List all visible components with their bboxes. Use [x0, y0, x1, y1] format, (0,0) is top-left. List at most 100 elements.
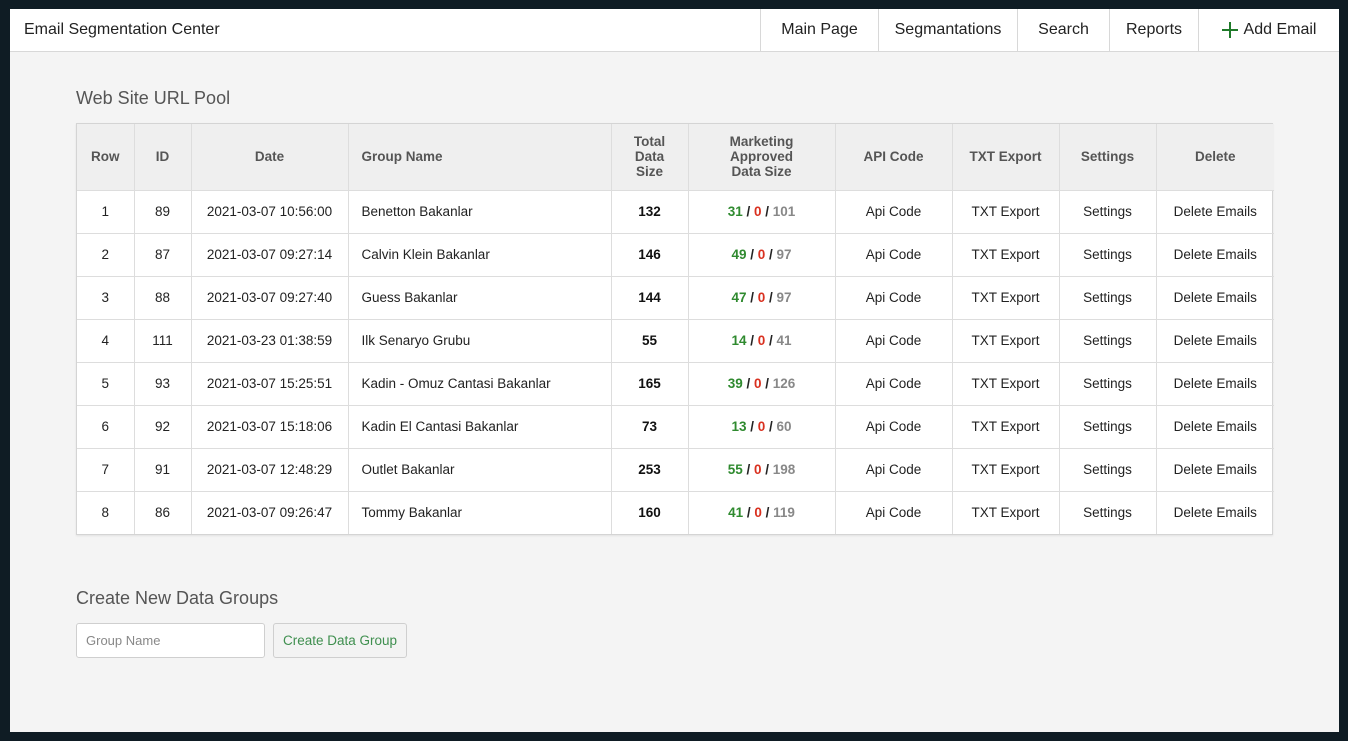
api-code-link[interactable]: Api Code	[834, 447, 953, 492]
txt-export-link[interactable]: TXT Export	[951, 447, 1060, 492]
settings-link[interactable]: Settings	[1058, 189, 1157, 234]
create-groups-title: Create New Data Groups	[76, 588, 279, 608]
txt-export-link[interactable]: TXT Export	[951, 275, 1060, 320]
create-data-group-button[interactable]: Create Data Group	[273, 623, 407, 658]
nav-reports[interactable]: Reports	[1109, 9, 1198, 51]
table-row: 6 92 2021-03-07 15:18:06 Kadin El Cantas…	[77, 404, 1274, 449]
col-header-id: ID	[133, 124, 192, 191]
cell-id: 91	[133, 447, 192, 492]
rejected-count: 0	[753, 462, 762, 477]
settings-link[interactable]: Settings	[1058, 490, 1157, 534]
cell-row: 7	[77, 447, 135, 492]
settings-link[interactable]: Settings	[1058, 447, 1157, 492]
url-pool-title: Web Site URL Pool	[76, 88, 231, 108]
settings-link[interactable]: Settings	[1058, 361, 1157, 406]
api-code-link[interactable]: Api Code	[834, 232, 953, 277]
rejected-count: 0	[754, 505, 762, 521]
approved-count: 31	[727, 204, 743, 219]
pending-count: 119	[773, 505, 795, 521]
cell-total-size: 144	[610, 275, 689, 320]
table-row: 4 111 2021-03-23 01:38:59 Ilk Senaryo Gr…	[77, 318, 1274, 363]
cell-total-size: 73	[610, 404, 689, 449]
cell-date: 2021-03-07 15:18:06	[190, 404, 349, 449]
col-header-delete: Delete	[1155, 124, 1274, 191]
cell-row: 8	[77, 490, 135, 534]
rejected-count: 0	[753, 376, 762, 391]
delete-emails-link[interactable]: Delete Emails	[1155, 318, 1274, 363]
delete-emails-link[interactable]: Delete Emails	[1155, 490, 1274, 534]
nav-search[interactable]: Search	[1017, 9, 1109, 51]
api-code-link[interactable]: Api Code	[834, 404, 953, 449]
cell-id: 89	[133, 189, 192, 234]
cell-total-size: 165	[610, 361, 689, 406]
delete-emails-link[interactable]: Delete Emails	[1155, 275, 1274, 320]
pending-count: 60	[776, 419, 792, 434]
nav-add-email[interactable]: Add Email	[1198, 9, 1339, 51]
delete-emails-link[interactable]: Delete Emails	[1155, 232, 1274, 277]
cell-date: 2021-03-23 01:38:59	[190, 318, 349, 363]
nav-segmentations[interactable]: Segmantations	[878, 9, 1017, 51]
table-row: 2 87 2021-03-07 09:27:14 Calvin Klein Ba…	[77, 232, 1274, 277]
pending-count: 101	[772, 204, 796, 219]
cell-row: 4	[77, 318, 135, 363]
col-header-date: Date	[190, 124, 349, 191]
delete-emails-link[interactable]: Delete Emails	[1155, 404, 1274, 449]
api-code-link[interactable]: Api Code	[834, 490, 953, 534]
api-code-link[interactable]: Api Code	[834, 189, 953, 234]
api-code-link[interactable]: Api Code	[834, 318, 953, 363]
rejected-count: 0	[753, 204, 762, 219]
rejected-count: 0	[757, 290, 766, 305]
cell-marketing-size: 39 / 0 / 126	[687, 361, 836, 406]
brand-title: Email Segmentation Center	[24, 21, 220, 38]
nav-main-page[interactable]: Main Page	[760, 9, 878, 51]
cell-date: 2021-03-07 09:26:47	[190, 490, 349, 534]
col-header-total-data-size: Total Data Size	[610, 124, 689, 191]
approved-count: 55	[727, 462, 743, 477]
txt-export-link[interactable]: TXT Export	[951, 318, 1060, 363]
api-code-link[interactable]: Api Code	[834, 275, 953, 320]
cell-marketing-size: 14 / 0 / 41	[687, 318, 836, 363]
pending-count: 97	[776, 290, 792, 305]
approved-count: 13	[731, 419, 747, 434]
table-header-row: Row ID Date Group Name Total Data Size M…	[77, 124, 1274, 191]
cell-row: 5	[77, 361, 135, 406]
approved-count: 47	[731, 290, 747, 305]
group-name-input[interactable]	[76, 623, 265, 658]
settings-link[interactable]: Settings	[1058, 232, 1157, 277]
pending-count: 126	[772, 376, 796, 391]
txt-export-link[interactable]: TXT Export	[951, 361, 1060, 406]
cell-group-name: Tommy Bakanlar	[347, 490, 612, 534]
cell-row: 1	[77, 189, 135, 234]
delete-emails-link[interactable]: Delete Emails	[1155, 189, 1274, 234]
settings-link[interactable]: Settings	[1058, 404, 1157, 449]
cell-row: 2	[77, 232, 135, 277]
cell-group-name: Ilk Senaryo Grubu	[347, 318, 612, 363]
cell-total-size: 253	[610, 447, 689, 492]
rejected-count: 0	[757, 419, 766, 434]
settings-link[interactable]: Settings	[1058, 275, 1157, 320]
txt-export-link[interactable]: TXT Export	[951, 404, 1060, 449]
cell-id: 92	[133, 404, 192, 449]
txt-export-link[interactable]: TXT Export	[951, 232, 1060, 277]
cell-id: 87	[133, 232, 192, 277]
cell-marketing-size: 47 / 0 / 97	[687, 275, 836, 320]
cell-marketing-size: 49 / 0 / 97	[687, 232, 836, 277]
delete-emails-link[interactable]: Delete Emails	[1155, 361, 1274, 406]
txt-export-link[interactable]: TXT Export	[951, 189, 1060, 234]
api-code-link[interactable]: Api Code	[834, 361, 953, 406]
delete-emails-link[interactable]: Delete Emails	[1155, 447, 1274, 492]
app-window: Email Segmentation Center Main Page Segm…	[10, 9, 1339, 732]
main-nav: Main Page Segmantations Search Reports A…	[760, 9, 1339, 51]
table-row: 1 89 2021-03-07 10:56:00 Benetton Bakanl…	[77, 189, 1274, 234]
add-email-label: Add Email	[1243, 21, 1317, 38]
cell-row: 6	[77, 404, 135, 449]
approved-count: 14	[731, 333, 747, 348]
cell-id: 86	[133, 490, 192, 534]
settings-link[interactable]: Settings	[1058, 318, 1157, 363]
url-pool-table: Row ID Date Group Name Total Data Size M…	[77, 124, 1274, 534]
cell-date: 2021-03-07 12:48:29	[190, 447, 349, 492]
pending-count: 97	[776, 247, 792, 262]
cell-id: 111	[133, 318, 192, 363]
approved-count: 49	[731, 247, 747, 262]
txt-export-link[interactable]: TXT Export	[951, 490, 1060, 534]
